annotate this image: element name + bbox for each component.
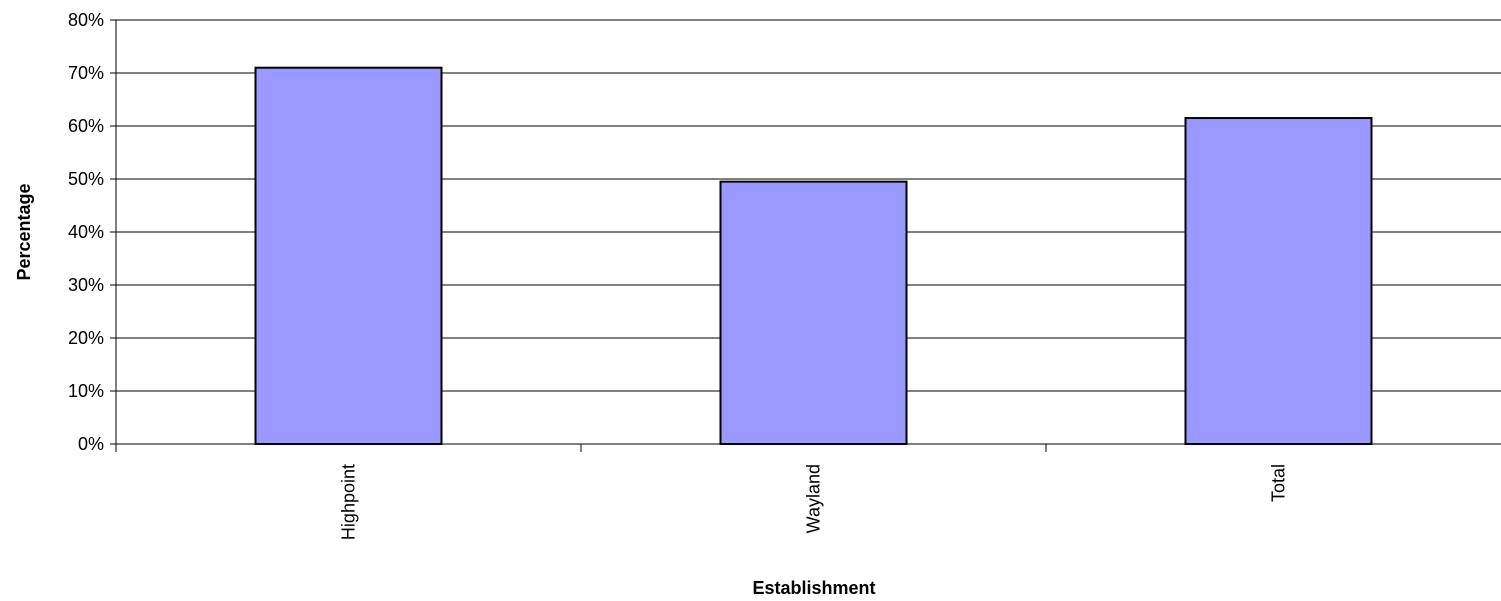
y-tick-label: 60%	[68, 116, 104, 136]
y-tick-label: 30%	[68, 275, 104, 295]
bar-wayland	[719, 180, 908, 445]
y-tick-label: 20%	[68, 328, 104, 348]
y-tick-labels: 0% 10% 20% 30% 40% 50% 60% 70% 80%	[68, 10, 104, 454]
x-tick-labels: Highpoint Wayland Total	[339, 464, 1289, 540]
y-axis-title: Percentage	[14, 183, 34, 280]
y-tick-label: 50%	[68, 169, 104, 189]
y-tick-label: 70%	[68, 63, 104, 83]
axes	[110, 19, 1501, 452]
y-tick-label: 40%	[68, 222, 104, 242]
x-axis-title: Establishment	[752, 578, 875, 598]
x-tick-label: Highpoint	[339, 464, 359, 540]
bar-total	[1184, 117, 1373, 446]
bars	[254, 66, 1373, 446]
x-tick-label: Total	[1269, 464, 1289, 502]
y-tick-label: 0%	[78, 434, 104, 454]
y-tick-label: 80%	[68, 10, 104, 30]
bar-highpoint	[254, 66, 443, 445]
y-tick-label: 10%	[68, 381, 104, 401]
x-tick-label: Wayland	[804, 464, 824, 533]
